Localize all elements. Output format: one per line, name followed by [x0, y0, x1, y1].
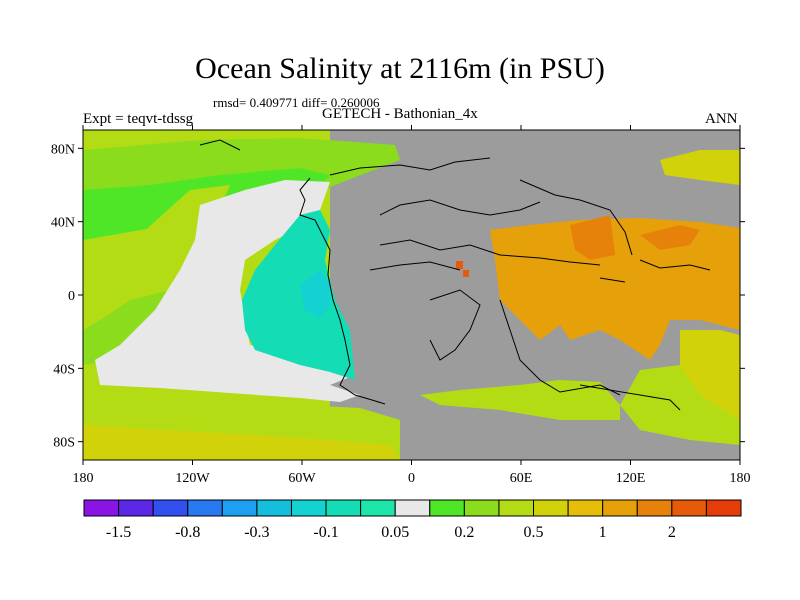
colorbar-swatch: [221, 499, 258, 517]
stats-label: rmsd= 0.409771 diff= 0.260006: [213, 95, 380, 110]
x-tick-label: 180: [73, 471, 94, 486]
coastline: [369, 261, 461, 271]
colorbar: -1.5 -0.8 -0.3 -0.1 0.05 0.2 0.5 1 2: [83, 499, 742, 541]
chart-title: Ocean Salinity at 2116m (in PSU): [195, 52, 605, 85]
map-field: [83, 130, 740, 460]
colorbar-swatch: [83, 499, 120, 517]
coastline: [329, 157, 491, 176]
colorbar-swatch: [463, 499, 500, 517]
coastline: [299, 177, 386, 405]
x-tick-label: 60W: [288, 471, 316, 486]
colorbar-label: -0.8: [175, 524, 200, 541]
positive-anomaly-cell: [463, 270, 469, 277]
colorbar-swatch: [118, 499, 154, 517]
colorbar-swatch: [705, 499, 742, 517]
colorbar-swatch: [360, 499, 396, 517]
positive-anomaly-dark-orange-region: [570, 215, 615, 260]
south-east-lime-region: [620, 365, 740, 445]
colorbar-swatch: [152, 499, 189, 517]
colorbar-swatch: [325, 499, 362, 517]
colorbar-swatch: [533, 499, 569, 517]
colorbar-swatch: [636, 499, 673, 517]
negative-anomaly-teal-region: [242, 210, 355, 380]
colorbar-label: 1: [599, 524, 607, 541]
coastline: [379, 239, 601, 266]
colorbar-swatch: [394, 499, 431, 517]
colorbar-label: -1.5: [106, 524, 131, 541]
north-east-yellow-region: [660, 150, 740, 185]
positive-anomaly-east-region: [640, 225, 700, 250]
y-tick-label: 80S: [53, 436, 75, 451]
colorbar-swatch: [290, 499, 327, 517]
coastline: [499, 299, 621, 396]
y-tick-label: 40N: [51, 216, 75, 231]
coastline: [639, 259, 711, 271]
colorbar-swatch: [602, 499, 638, 517]
axis-ticks: 180 120W 60W 0 60E 120E 180 80N 40N 0 40S 80S: [51, 125, 751, 486]
season-label: ANN: [705, 111, 738, 127]
colorbar-label: 0.05: [381, 524, 409, 541]
colorbar-label: -0.3: [244, 524, 269, 541]
colorbar-label: 2: [668, 524, 676, 541]
positive-anomaly-cell: [456, 261, 463, 269]
x-tick-label: 120E: [616, 471, 646, 486]
coastline: [579, 384, 681, 411]
negative-anomaly-cyan-region: [300, 270, 330, 318]
y-tick-label: 0: [68, 289, 75, 304]
near-zero-anomaly-region: [95, 180, 360, 402]
coastline: [199, 139, 241, 151]
x-tick-label: 60E: [510, 471, 533, 486]
colorbar-label: 0.5: [524, 524, 544, 541]
chart-subtitle: GETECH - Bathonian_4x: [322, 106, 478, 122]
colorbar-swatch: [187, 499, 223, 517]
colorbar-swatch: [567, 499, 604, 517]
colorbar-label: -0.1: [313, 524, 338, 541]
coastline: [379, 199, 541, 216]
y-tick-label: 40S: [53, 362, 75, 377]
x-tick-label: 180: [730, 471, 751, 486]
colorbar-label: 0.2: [454, 524, 474, 541]
colorbar-swatch: [429, 499, 465, 517]
south-ocean-yellow-region: [83, 425, 400, 460]
positive-anomaly-orange-region: [490, 218, 740, 360]
y-tick-label: 80N: [51, 142, 75, 157]
x-tick-label: 120W: [175, 471, 210, 486]
colorbar-swatch: [671, 499, 707, 517]
colorbar-swatch: [498, 499, 535, 517]
west-pacific-lime-region: [83, 185, 230, 345]
coastline: [429, 289, 481, 361]
coastlines: [199, 139, 711, 411]
coastline: [599, 277, 626, 283]
colorbar-swatch: [256, 499, 292, 517]
coastline: [519, 179, 633, 256]
experiment-label: Expt = teqvt-tdssg: [83, 111, 194, 127]
x-tick-label: 0: [408, 471, 415, 486]
